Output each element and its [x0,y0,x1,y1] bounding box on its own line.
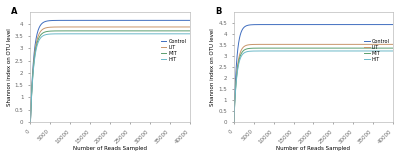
LIT [155,26,160,28]
HIT [359,50,364,52]
MIT [137,30,142,32]
LIT [341,43,346,45]
LIT [92,26,97,28]
LIT [248,44,252,46]
Control [28,121,33,123]
Control [359,24,364,26]
Control [137,19,142,21]
Control [44,20,49,22]
Line: Control: Control [234,25,393,122]
MIT [155,30,160,32]
Control [92,19,97,21]
MIT [44,31,49,33]
LIT [98,26,103,28]
Y-axis label: Shannon index on OTU level: Shannon index on OTU level [210,28,216,106]
HIT [98,33,103,35]
Control [356,24,360,26]
MIT [302,47,306,49]
MIT [338,47,343,49]
MIT [356,47,360,49]
HIT [338,50,343,52]
MIT [187,30,192,32]
HIT [155,33,160,35]
Control [98,19,103,21]
HIT [152,33,157,35]
Control [248,24,252,26]
Line: Control: Control [30,20,190,122]
HIT [152,33,157,35]
HIT [248,50,252,52]
X-axis label: Number of Reads Sampled: Number of Reads Sampled [276,146,350,151]
Control [232,121,236,123]
Line: MIT: MIT [30,31,190,122]
LIT [152,26,157,28]
MIT [98,30,103,32]
HIT [391,50,396,52]
Text: A: A [11,7,18,16]
Y-axis label: Shannon index on OTU level: Shannon index on OTU level [7,28,12,106]
Control [152,19,157,21]
HIT [92,33,97,35]
LIT [391,43,396,45]
MIT [152,30,157,32]
Control [391,24,396,26]
HIT [44,33,49,35]
Line: LIT: LIT [234,44,393,122]
HIT [356,50,360,52]
MIT [391,47,396,49]
HIT [187,33,192,35]
LIT [137,26,142,28]
HIT [28,121,33,123]
Legend: Control, LIT, MIT, HIT: Control, LIT, MIT, HIT [160,38,187,63]
HIT [302,50,306,52]
Control [155,19,160,21]
MIT [92,30,97,32]
LIT [359,43,364,45]
MIT [232,121,236,123]
LIT [302,43,306,45]
MIT [341,47,346,49]
LIT [28,121,33,123]
MIT [296,47,301,49]
X-axis label: Number of Reads Sampled: Number of Reads Sampled [73,146,147,151]
HIT [232,121,236,123]
HIT [296,50,301,52]
Line: MIT: MIT [234,48,393,122]
LIT [44,27,49,29]
MIT [152,30,157,32]
Text: B: B [215,7,221,16]
Control [187,19,192,21]
LIT [356,43,360,45]
MIT [248,47,252,49]
Control [338,24,343,26]
Control [152,19,157,21]
Control [302,24,306,26]
Line: HIT: HIT [234,51,393,122]
Line: HIT: HIT [30,34,190,122]
MIT [359,47,364,49]
LIT [296,43,301,45]
LIT [152,26,157,28]
MIT [28,121,33,123]
LIT [338,43,343,45]
Line: LIT: LIT [30,27,190,122]
Control [341,24,346,26]
Control [296,24,301,26]
Legend: Control, LIT, MIT, HIT: Control, LIT, MIT, HIT [363,38,391,63]
HIT [341,50,346,52]
LIT [187,26,192,28]
HIT [137,33,142,35]
LIT [232,121,236,123]
